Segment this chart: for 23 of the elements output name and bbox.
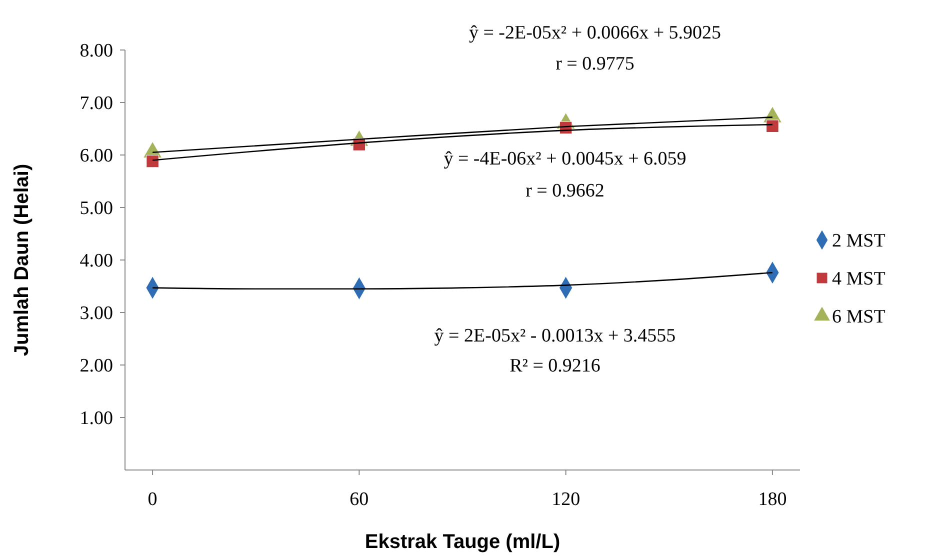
legend-label: 6 MST	[832, 306, 886, 328]
text: ŷ = -2E-05x² + 0.0066x + 5.9025	[468, 22, 722, 44]
annotation: R² = 0.9216	[510, 356, 600, 377]
y-tick-label: 6.00	[80, 146, 113, 167]
legend-label: 2 MST	[832, 230, 886, 252]
legend-label: 4 MST	[832, 268, 886, 290]
x-tick-label: 0	[148, 489, 158, 510]
x-tick-label: 60	[350, 489, 369, 510]
annotation: r = 0.9662	[526, 180, 604, 202]
x-tick-label: 120	[552, 489, 580, 510]
y-tick-label: 8.00	[80, 40, 113, 62]
x-axis-title: Ekstrak Tauge (ml/L)	[364, 531, 560, 553]
x-tick-label: 180	[758, 489, 787, 510]
y-tick-label: 3.00	[80, 303, 113, 324]
y-tick-label: 1.00	[80, 408, 113, 430]
y-tick-label: 7.00	[80, 93, 113, 114]
y-axis-title: Jumlah Daun (Helai)	[11, 164, 33, 356]
y-tick-label: 4.00	[80, 250, 113, 272]
annotation: ŷ = -4E-06x² + 0.0045x + 6.059	[444, 148, 686, 170]
y-tick-label: 5.00	[80, 198, 113, 220]
annotation: ŷ = 2E-05x² - 0.0013x + 3.4555	[434, 326, 676, 347]
annotation: r = 0.9775	[556, 54, 634, 75]
y-tick-label: 2.00	[80, 356, 113, 377]
